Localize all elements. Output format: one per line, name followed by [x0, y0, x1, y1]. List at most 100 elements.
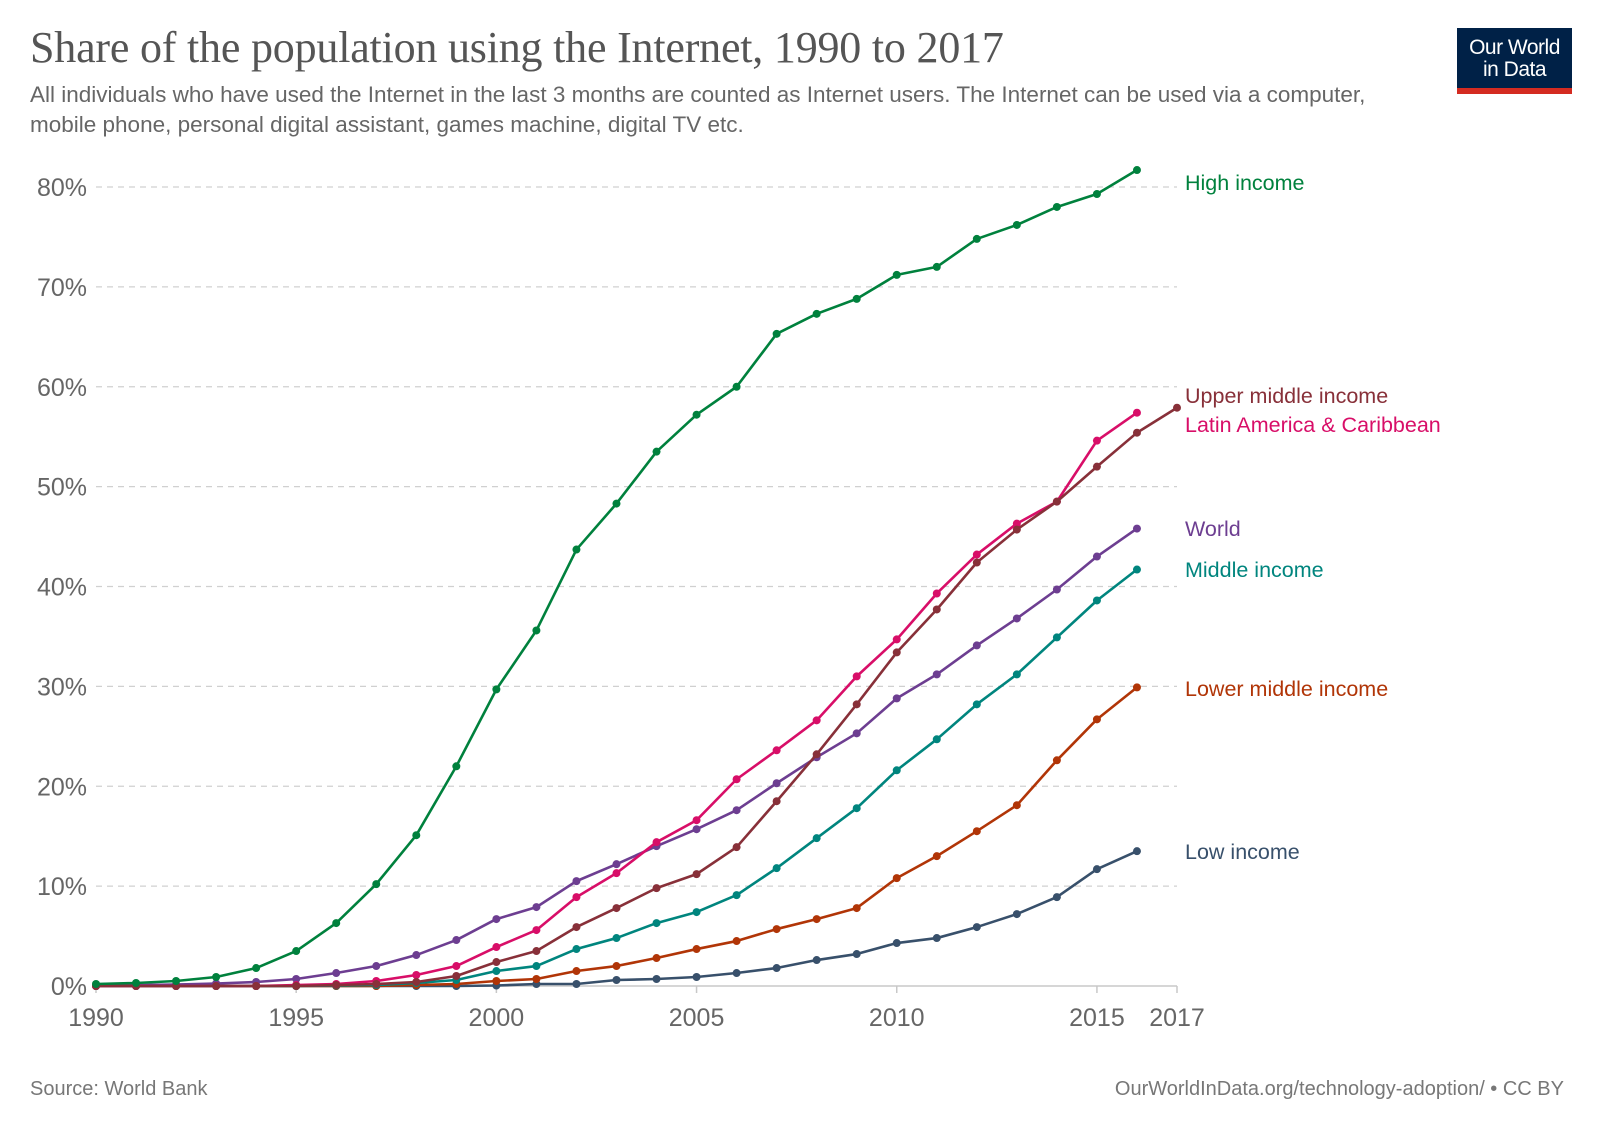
- data-point: [452, 762, 461, 771]
- data-point: [1132, 428, 1141, 437]
- data-point: [212, 982, 221, 990]
- data-point: [372, 962, 381, 971]
- data-point: [692, 945, 701, 954]
- data-point: [492, 967, 501, 976]
- data-point: [892, 648, 901, 657]
- data-point: [652, 447, 661, 456]
- chart-subtitle: All individuals who have used the Intern…: [30, 82, 1366, 137]
- x-tick-label: 2000: [469, 1004, 525, 1032]
- data-point: [692, 410, 701, 419]
- data-point: [852, 904, 861, 913]
- y-tick-label: 30%: [37, 673, 87, 701]
- data-point: [452, 936, 461, 945]
- owid-logo[interactable]: Our World in Data: [1457, 28, 1572, 94]
- data-point: [132, 979, 141, 988]
- series-lower-middle-income: [92, 683, 1141, 990]
- gridlines: [96, 186, 1177, 887]
- data-point: [452, 962, 461, 971]
- data-point: [932, 670, 941, 679]
- data-point: [732, 937, 741, 946]
- data-point: [932, 605, 941, 614]
- y-tick-label: 80%: [37, 174, 87, 202]
- data-point: [772, 964, 781, 973]
- x-tick-label: 2005: [669, 1004, 725, 1032]
- data-point: [732, 843, 741, 852]
- data-point: [652, 884, 661, 893]
- y-tick-label: 60%: [37, 374, 87, 402]
- data-point: [812, 834, 821, 843]
- data-point: [572, 945, 581, 954]
- data-point: [532, 903, 541, 912]
- data-point: [852, 729, 861, 738]
- data-point: [412, 831, 421, 840]
- data-point: [852, 672, 861, 681]
- x-tick-label: 1990: [68, 1004, 124, 1032]
- data-point: [972, 558, 981, 567]
- x-tick-label: 1995: [268, 1004, 324, 1032]
- chart-title: Share of the population using the Intern…: [30, 23, 1004, 72]
- credit-link[interactable]: OurWorldInData.org/technology-adoption/ …: [1114, 1078, 1564, 1100]
- data-point: [612, 962, 621, 971]
- data-point: [1092, 436, 1101, 445]
- series-world: [92, 524, 1141, 990]
- data-point: [972, 234, 981, 243]
- data-point: [612, 934, 621, 943]
- data-point: [332, 969, 341, 978]
- data-point: [1132, 683, 1141, 692]
- data-point: [1132, 847, 1141, 856]
- x-tick-label: 2015: [1069, 1004, 1125, 1032]
- data-point: [852, 294, 861, 303]
- data-point: [292, 947, 301, 956]
- series-line: [95, 527, 1138, 987]
- x-tick-label: 2010: [869, 1004, 925, 1032]
- data-point: [1052, 202, 1061, 211]
- series-label: Upper middle income: [1185, 384, 1388, 408]
- data-point: [532, 947, 541, 956]
- data-point: [412, 951, 421, 960]
- data-point: [652, 975, 661, 984]
- data-point: [1092, 462, 1101, 471]
- data-point: [1052, 893, 1061, 902]
- data-point: [812, 956, 821, 965]
- data-point: [892, 270, 901, 279]
- data-point: [972, 641, 981, 650]
- data-point: [1092, 715, 1101, 724]
- series-line: [96, 411, 1138, 988]
- data-point: [1052, 756, 1061, 765]
- data-point: [532, 926, 541, 935]
- data-point: [1012, 670, 1021, 679]
- y-tick-label: 20%: [37, 773, 87, 801]
- data-point: [1012, 801, 1021, 810]
- data-point: [692, 825, 701, 834]
- series-label: High income: [1185, 171, 1305, 195]
- y-tick-label: 40%: [37, 574, 87, 602]
- data-point: [532, 962, 541, 971]
- data-point: [932, 262, 941, 271]
- source-note: Source: World Bank: [30, 1078, 208, 1100]
- data-point: [732, 969, 741, 978]
- data-point: [572, 967, 581, 976]
- data-point: [972, 550, 981, 559]
- data-point: [412, 971, 421, 980]
- data-point: [1132, 524, 1141, 533]
- data-point: [972, 827, 981, 836]
- data-point: [692, 870, 701, 879]
- y-tick-label: 10%: [37, 873, 87, 901]
- data-point: [732, 806, 741, 815]
- data-point: [772, 797, 781, 806]
- data-point: [932, 589, 941, 598]
- data-point: [852, 700, 861, 709]
- series-label: Low income: [1185, 840, 1300, 864]
- data-point: [1012, 910, 1021, 919]
- data-point: [812, 309, 821, 318]
- data-point: [652, 838, 661, 847]
- data-point: [1012, 519, 1021, 528]
- data-point: [932, 852, 941, 861]
- data-point: [1092, 596, 1101, 605]
- data-point: [372, 980, 381, 989]
- data-point: [892, 694, 901, 703]
- data-point: [772, 779, 781, 788]
- data-point: [252, 964, 261, 973]
- data-point: [492, 685, 501, 694]
- data-point: [732, 775, 741, 784]
